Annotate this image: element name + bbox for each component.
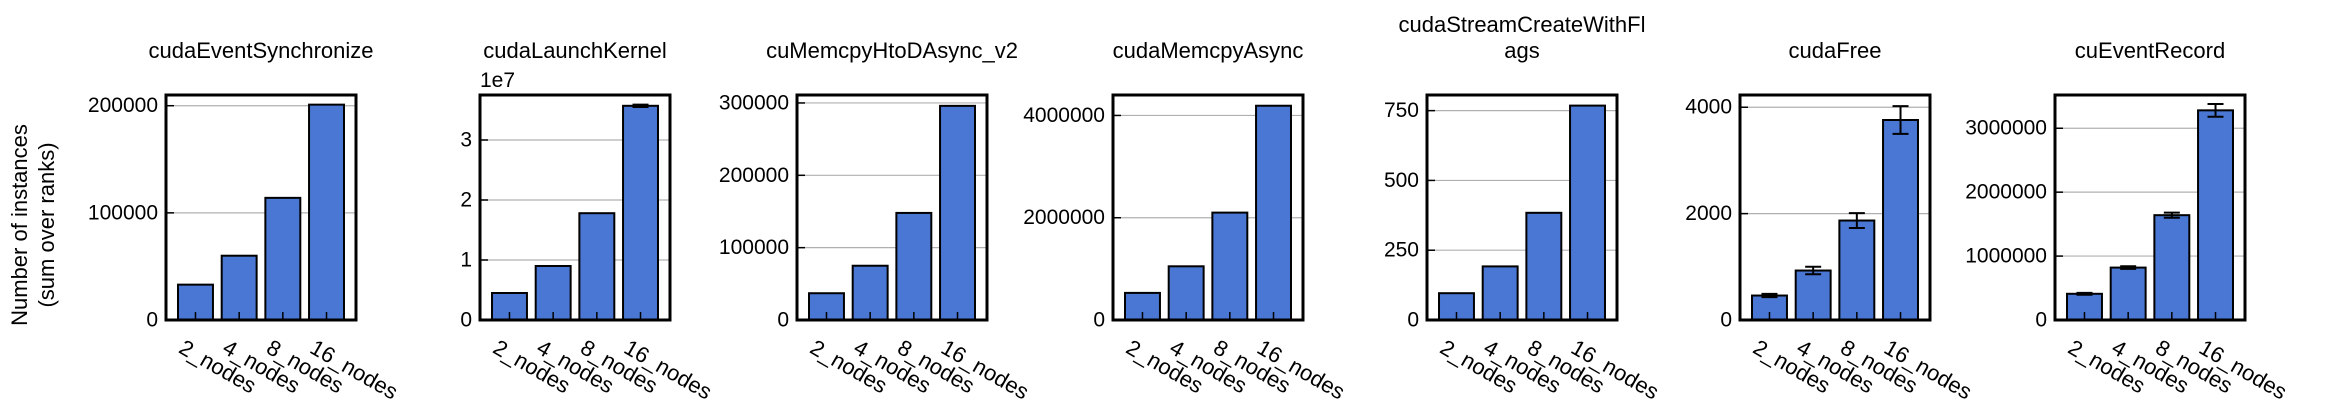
chart-title: cuMemcpyHtoDAsync_v2	[766, 38, 1018, 63]
bar	[1569, 104, 1606, 321]
chart-panel: 2_nodes4_nodes8_nodes16_nodes020004000cu…	[1685, 38, 1976, 405]
axes-frame	[164, 93, 358, 322]
y-tick-label: 0	[1093, 309, 1105, 332]
y-axis-label-line2: (sum over ranks)	[34, 142, 59, 307]
chart-panel: 2_nodes4_nodes8_nodes16_nodes0123cudaLau…	[460, 38, 716, 405]
y-tick-label: 4000000	[1023, 104, 1105, 127]
bar	[1882, 119, 1919, 321]
axes-frame	[1738, 93, 1932, 322]
y-tick-label: 1	[460, 249, 472, 272]
bar	[1167, 265, 1205, 322]
chart-panel: 2_nodes4_nodes8_nodes16_nodes01000002000…	[88, 38, 402, 405]
axis-offset-label: 1e7	[480, 69, 515, 92]
bar	[1481, 265, 1519, 321]
chart-panel: 2_nodes4_nodes8_nodes16_nodes01000002000…	[719, 38, 1033, 405]
y-tick-label: 100000	[719, 236, 789, 259]
y-tick-label: 2000	[1685, 202, 1732, 225]
panels: 2_nodes4_nodes8_nodes16_nodes01000002000…	[88, 12, 2291, 405]
y-tick-label: 3	[460, 129, 472, 152]
y-tick-label: 200000	[88, 94, 158, 117]
y-tick-label: 300000	[719, 91, 789, 114]
axes-frame	[1111, 93, 1305, 322]
bar	[2197, 109, 2234, 321]
y-tick-label: 0	[777, 309, 789, 332]
chart-title: cudaEventSynchronize	[148, 38, 373, 63]
y-tick-label: 0	[146, 309, 158, 332]
bar	[1255, 104, 1292, 322]
bar	[1838, 219, 1876, 322]
y-tick-label: 3000000	[1965, 117, 2047, 140]
bar	[1525, 211, 1563, 321]
chart-title: cuEventRecord	[2075, 38, 2225, 63]
chart-title: ags	[1504, 38, 1539, 63]
chart-panel: 2_nodes4_nodes8_nodes16_nodes0250500750c…	[1384, 12, 1663, 405]
axes-frame	[1425, 93, 1619, 322]
y-tick-label: 2	[460, 189, 472, 212]
bar	[1211, 211, 1249, 321]
y-tick-label: 1000000	[1965, 245, 2047, 268]
chart-title: cudaFree	[1789, 38, 1882, 63]
y-tick-label: 0	[2035, 309, 2047, 332]
y-tick-label: 750	[1384, 99, 1419, 122]
bar	[534, 265, 572, 321]
bar	[308, 103, 345, 322]
chart-panel: 2_nodes4_nodes8_nodes16_nodes02000000400…	[1023, 38, 1349, 405]
bar	[622, 104, 659, 321]
y-tick-label: 2000000	[1023, 206, 1105, 229]
bar	[895, 211, 933, 321]
y-tick-label: 200000	[719, 164, 789, 187]
chart-panel: 2_nodes4_nodes8_nodes16_nodes01000000200…	[1965, 38, 2291, 405]
axes-frame	[795, 93, 989, 322]
chart-title: cudaLaunchKernel	[483, 38, 666, 63]
y-tick-label: 2000000	[1965, 181, 2047, 204]
bar	[578, 212, 616, 321]
y-tick-label: 250	[1384, 239, 1419, 262]
bar	[264, 196, 302, 322]
y-axis-label-line1: Number of instances	[7, 124, 32, 326]
y-tick-label: 0	[1720, 309, 1732, 332]
chart-title: cudaStreamCreateWithFl	[1399, 12, 1646, 37]
y-tick-label: 500	[1384, 169, 1419, 192]
chart-title: cudaMemcpyAsync	[1113, 38, 1304, 63]
y-tick-label: 100000	[88, 201, 158, 224]
bar	[220, 254, 258, 321]
axes-frame	[478, 93, 672, 322]
y-tick-label: 4000	[1685, 96, 1732, 119]
y-tick-label: 0	[1407, 309, 1419, 332]
bar	[939, 104, 976, 321]
y-tick-label: 0	[460, 309, 472, 332]
bar	[2153, 214, 2191, 321]
axes-frame	[2053, 93, 2247, 322]
bar	[851, 264, 889, 322]
